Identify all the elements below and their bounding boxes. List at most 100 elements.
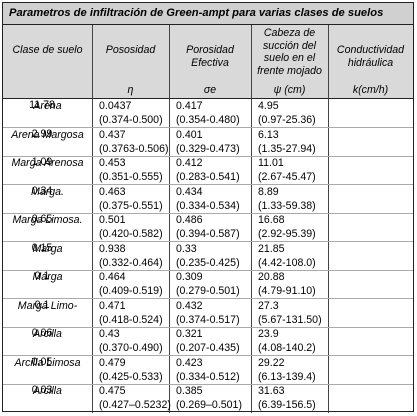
porosity-value: 0.453 xyxy=(99,157,126,169)
header-conductividad: Conductividad hidráulica k(cm/h) xyxy=(328,25,413,98)
soil-class-cell: Marga Limo- xyxy=(17,299,78,312)
soil-class-cell: Marga. xyxy=(31,185,64,198)
soil-class-cell: Marga Limosa. xyxy=(12,214,83,226)
table-title: Parametros de infiltración de Green-ampt… xyxy=(3,3,413,25)
suction-head-value: 27.3 xyxy=(258,299,279,312)
header-conductividad-symbol: k(cm/h) xyxy=(352,83,389,96)
table-row: Marga Limosa. 0.501 (0.420-0.582) 0.486 (0.3… xyxy=(3,213,413,242)
soil-class-cell: Arena Margosa xyxy=(11,128,84,141)
porosity-value: 0.43 xyxy=(99,328,120,340)
table-row: Marga Limo- 0.471 (0.418-0.524) 0.432 (0.374… xyxy=(3,299,413,328)
header-porosidad-symbol: η xyxy=(127,83,134,96)
porosity-value: 0.437 xyxy=(99,128,126,141)
column-divider xyxy=(328,25,329,413)
header-clase-label: Clase de suelo xyxy=(12,44,83,56)
soil-class-cell: Arena xyxy=(33,100,62,112)
porosity-range: (0.3763-0.506) xyxy=(99,142,169,155)
suction-head-value: 8.89 xyxy=(258,185,279,198)
header-succion-label: Cabeza de succión del suelo en el frente… xyxy=(257,27,322,77)
soil-class-cell: Marga Arenosa xyxy=(11,157,84,169)
suction-head-value: 4.95 xyxy=(258,100,279,112)
effective-porosity-value: 0.486 xyxy=(176,214,203,226)
header-succion-symbol: ψ (cm) xyxy=(273,83,306,96)
soil-class-cell: Arcilla Limosa xyxy=(14,356,81,369)
header-succion: Cabeza de succión del suelo en el frente… xyxy=(251,25,328,98)
porosity-range: (0.427–0.5232) xyxy=(99,399,171,411)
table-row: Arena Margosa 0.437 (0.3763-0.506) 0.401 (0.… xyxy=(3,128,413,157)
effective-porosity-value: 0.417 xyxy=(176,100,203,112)
table-row: Marga 0.938 (0.332-0.464) 0.33 (0.235-0.425)… xyxy=(3,242,413,271)
effective-porosity-value: 0.401 xyxy=(176,128,203,141)
suction-head-value: 31.63 xyxy=(258,385,285,397)
porosity-value: 0.463 xyxy=(99,185,126,198)
hydraulic-conductivity-value: 2.99 xyxy=(31,127,53,140)
porosity-range: (0.420-0.582) xyxy=(99,228,163,240)
soil-class-cell: Arcilla xyxy=(33,328,62,340)
suction-head-value: 20.88 xyxy=(258,271,285,283)
porosity-value: 0.475 xyxy=(99,385,126,397)
column-divider xyxy=(169,25,170,413)
porosity-value: 0.0437 xyxy=(99,100,132,112)
effective-porosity-range: (0.334-0.512) xyxy=(176,370,240,383)
porosity-value: 0.479 xyxy=(99,356,126,369)
header-porosidad-label: Pososidad xyxy=(105,44,156,56)
porosity-value: 0.938 xyxy=(99,242,126,255)
effective-porosity-value: 0.432 xyxy=(176,299,203,312)
suction-head-range: (1.35-27.94) xyxy=(258,142,316,155)
soil-class-cell: Marga xyxy=(32,271,63,283)
soil-class-cell: Arcilla xyxy=(33,385,62,397)
table-row: Arcilla Limosa 0.479 (0.425-0.533) 0.423 (0.… xyxy=(3,356,413,385)
suction-head-range: (2.67-45.47) xyxy=(258,171,316,183)
effective-porosity-range: (0.235-0.425) xyxy=(176,256,240,269)
hydraulic-conductivity-value: 0.15 xyxy=(31,241,53,254)
hydraulic-conductivity-value: 0.06 xyxy=(31,327,53,339)
suction-head-value: 6.13 xyxy=(258,128,279,141)
table-row: Arena 0.0437 (0.374-0.500) 0.417 (0.354-0.48… xyxy=(3,99,413,128)
column-divider xyxy=(92,25,93,413)
header-efectiva-label: Porosidad Efectiva xyxy=(186,44,234,69)
suction-head-value: 21.85 xyxy=(258,242,285,255)
suction-head-range: (6.13-139.4) xyxy=(258,370,316,383)
effective-porosity-range: (0.329-0.473) xyxy=(176,142,240,155)
header-porosidad: Pososidad η xyxy=(92,25,169,98)
effective-porosity-value: 0.33 xyxy=(176,242,197,255)
effective-porosity-value: 0.321 xyxy=(176,328,203,340)
hydraulic-conductivity-value: 0.05 xyxy=(31,355,53,368)
suction-head-range: (6.39-156.5) xyxy=(258,399,316,411)
porosity-range: (0.375-0.551) xyxy=(99,199,163,212)
effective-porosity-value: 0.309 xyxy=(176,271,203,283)
table-row: Arcilla 0.475 (0.427–0.5232) 0.385 (0.269–0.… xyxy=(3,384,413,413)
suction-head-value: 16.68 xyxy=(258,214,285,226)
porosity-range: (0.374-0.500) xyxy=(99,114,163,126)
suction-head-value: 29.22 xyxy=(258,356,285,369)
effective-porosity-value: 0.412 xyxy=(176,157,203,169)
porosity-value: 0.471 xyxy=(99,299,126,312)
porosity-range: (0.351-0.555) xyxy=(99,171,163,183)
porosity-value: 0.501 xyxy=(99,214,126,226)
table-row: Arcilla 0.43 (0.370-0.490) 0.321 (0.207-0.43… xyxy=(3,327,413,356)
header-efectiva: Porosidad Efectiva σe xyxy=(169,25,251,98)
effective-porosity-value: 0.423 xyxy=(176,356,203,369)
hydraulic-conductivity-value: 0.1 xyxy=(34,270,50,282)
suction-head-range: (1.33-59.38) xyxy=(258,199,316,212)
porosity-value: 0.464 xyxy=(99,271,126,283)
hydraulic-conductivity-value: 0.03 xyxy=(31,384,53,396)
porosity-range: (0.409-0.519) xyxy=(99,285,163,297)
hydraulic-conductivity-value: 11.78 xyxy=(29,99,55,111)
soil-parameters-table: Parametros de infiltración de Green-ampt… xyxy=(2,2,414,413)
hydraulic-conductivity-value: 1.09 xyxy=(31,156,53,168)
suction-head-range: (5.67-131.50) xyxy=(258,313,322,326)
hydraulic-conductivity-value: 0.65 xyxy=(31,213,53,225)
effective-porosity-range: (0.207-0.435) xyxy=(176,342,240,354)
porosity-range: (0.332-0.464) xyxy=(99,256,163,269)
porosity-range: (0.418-0.524) xyxy=(99,313,163,326)
table-header: Clase de suelo Pososidad η Porosidad Efe… xyxy=(3,25,413,99)
header-clase: Clase de suelo xyxy=(3,25,92,98)
table-row: Marga. 0.463 (0.375-0.551) 0.434 (0.334-0.53… xyxy=(3,185,413,214)
suction-head-value: 11.01 xyxy=(258,157,284,169)
effective-porosity-range: (0.354-0.480) xyxy=(176,114,240,126)
header-conductividad-label: Conductividad hidráulica xyxy=(336,44,405,69)
suction-head-value: 23.9 xyxy=(258,328,279,340)
porosity-range: (0.370-0.490) xyxy=(99,342,163,354)
hydraulic-conductivity-value: 0.34 xyxy=(31,184,53,197)
